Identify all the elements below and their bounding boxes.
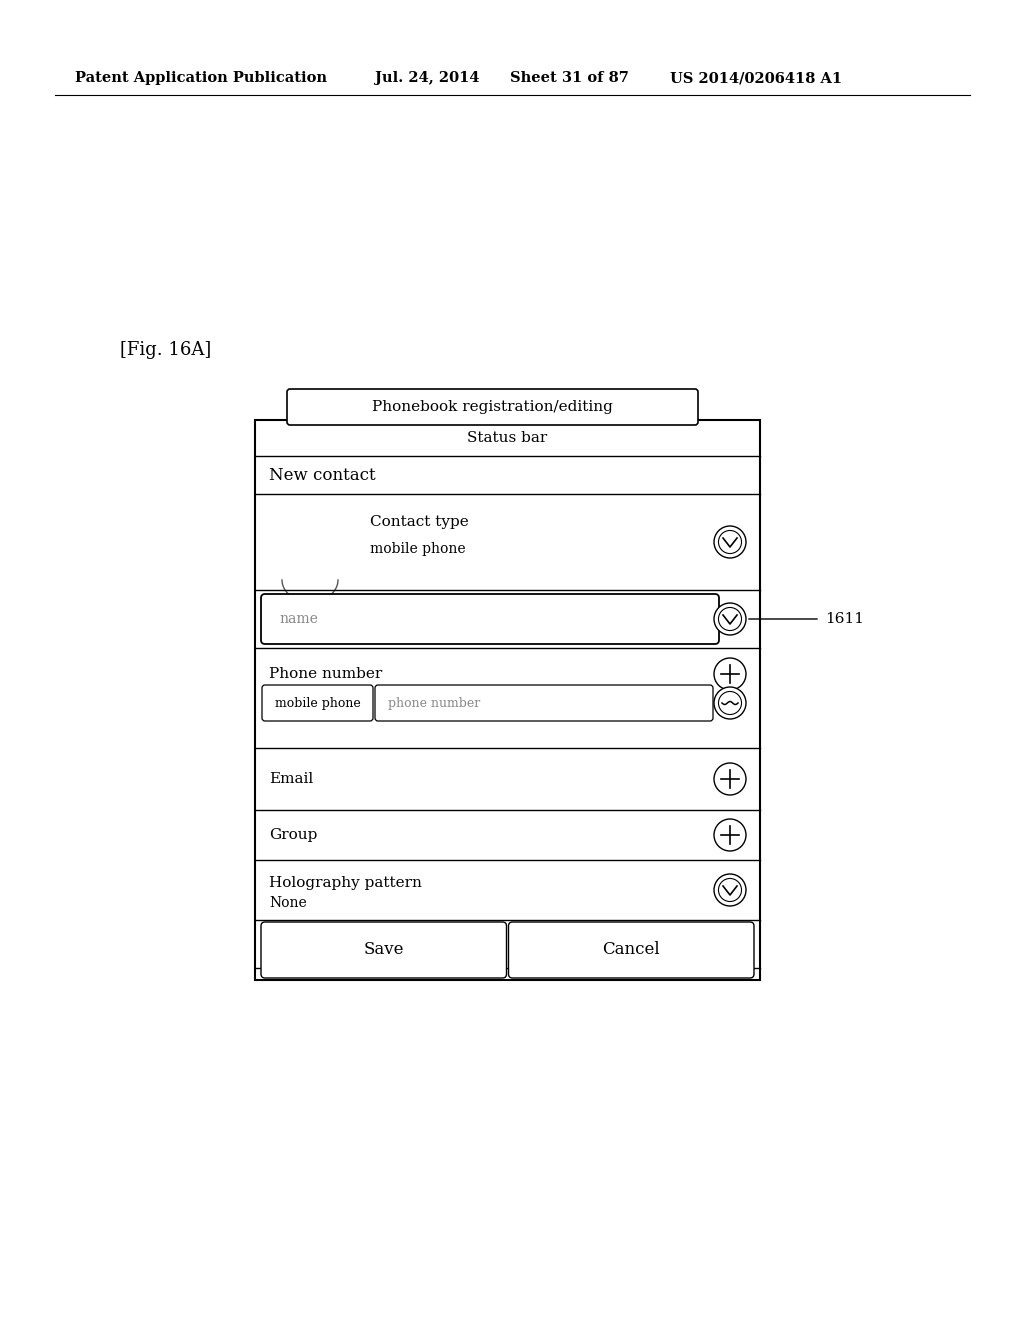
Circle shape (294, 513, 326, 546)
Text: US 2014/0206418 A1: US 2014/0206418 A1 (670, 71, 842, 84)
Text: None: None (269, 896, 307, 911)
Circle shape (714, 818, 746, 851)
Text: Jul. 24, 2014: Jul. 24, 2014 (375, 71, 479, 84)
Text: Sheet 31 of 87: Sheet 31 of 87 (510, 71, 629, 84)
Text: Group: Group (269, 828, 317, 842)
Circle shape (714, 657, 746, 690)
Circle shape (719, 607, 741, 631)
Text: Save: Save (364, 941, 404, 958)
FancyBboxPatch shape (375, 685, 713, 721)
Text: phone number: phone number (388, 697, 480, 710)
Circle shape (714, 874, 746, 906)
Bar (255, 420, 760, 979)
Text: name: name (279, 612, 317, 626)
Text: [Fig. 16A]: [Fig. 16A] (120, 341, 211, 359)
Text: Phonebook registration/editing: Phonebook registration/editing (372, 400, 613, 414)
Circle shape (719, 879, 741, 902)
Text: mobile phone: mobile phone (370, 543, 466, 556)
Text: Email: Email (269, 772, 313, 785)
FancyBboxPatch shape (509, 921, 754, 978)
FancyBboxPatch shape (262, 685, 373, 721)
Text: mobile phone: mobile phone (274, 697, 360, 710)
Circle shape (714, 763, 746, 795)
Text: Status bar: Status bar (467, 432, 548, 445)
Text: Contact type: Contact type (370, 515, 469, 529)
Circle shape (719, 692, 741, 714)
Text: New contact: New contact (269, 466, 376, 483)
FancyBboxPatch shape (261, 921, 507, 978)
Text: 1611: 1611 (825, 612, 864, 626)
Bar (265, 502, 355, 582)
Text: Cancel: Cancel (602, 941, 660, 958)
Text: Patent Application Publication: Patent Application Publication (75, 71, 327, 84)
Polygon shape (282, 579, 338, 602)
Text: Holography pattern: Holography pattern (269, 875, 422, 890)
Circle shape (714, 603, 746, 635)
Circle shape (719, 531, 741, 553)
Circle shape (714, 525, 746, 558)
FancyBboxPatch shape (287, 389, 698, 425)
Circle shape (714, 686, 746, 719)
Text: Phone number: Phone number (269, 667, 382, 681)
FancyBboxPatch shape (261, 594, 719, 644)
